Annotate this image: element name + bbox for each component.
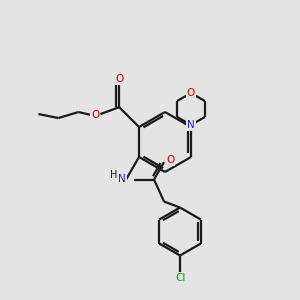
Text: N: N bbox=[187, 120, 195, 130]
Text: O: O bbox=[115, 74, 123, 84]
Text: O: O bbox=[166, 155, 174, 165]
Text: Cl: Cl bbox=[176, 272, 186, 283]
Text: O: O bbox=[187, 88, 195, 98]
Text: H: H bbox=[110, 169, 118, 179]
Text: O: O bbox=[91, 110, 100, 120]
Text: N: N bbox=[118, 173, 126, 184]
